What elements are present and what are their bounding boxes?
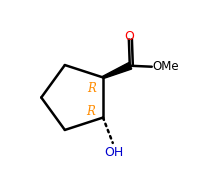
- Text: OH: OH: [104, 146, 123, 160]
- Text: R: R: [87, 82, 96, 95]
- Text: R: R: [86, 105, 95, 118]
- Polygon shape: [103, 63, 132, 79]
- Text: O: O: [124, 30, 134, 43]
- Text: OMe: OMe: [153, 60, 179, 73]
